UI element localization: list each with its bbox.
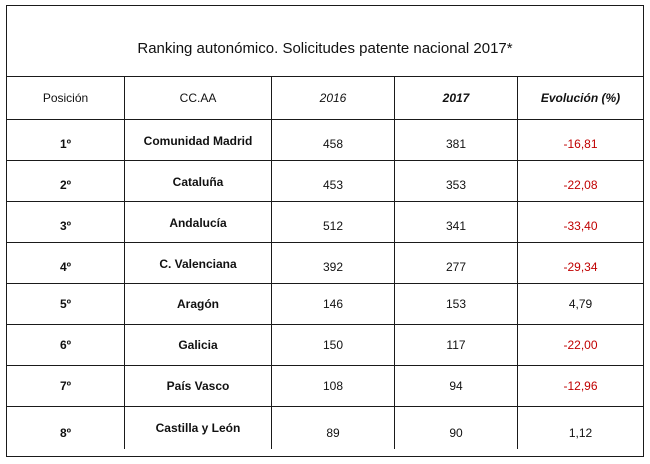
header-ccaa: CC.AA bbox=[125, 77, 272, 119]
cell-posicion: 4º bbox=[7, 243, 125, 283]
cell-ccaa: Comunidad Madrid bbox=[125, 120, 272, 160]
cell-evolucion: 1,12 bbox=[568, 426, 593, 440]
cell-2016: 89 bbox=[272, 407, 395, 449]
cell-2016: 392 bbox=[272, 243, 395, 283]
cell-2016: 453 bbox=[272, 161, 395, 201]
cell-2016: 150 bbox=[272, 325, 395, 365]
header-row: Posición CC.AA 2016 2017 Evolución (%) bbox=[7, 77, 643, 120]
table-row: 8º Castilla y León 89 90 1,12 bbox=[7, 407, 643, 449]
cell-2017: 381 bbox=[395, 120, 518, 160]
cell-ccaa: Galicia bbox=[125, 325, 272, 365]
cell-2016: 146 bbox=[272, 284, 395, 324]
cell-2016: 108 bbox=[272, 366, 395, 406]
header-posicion: Posición bbox=[7, 77, 125, 119]
header-2016: 2016 bbox=[272, 77, 395, 119]
cell-posicion: 6º bbox=[7, 325, 125, 365]
cell-posicion: 2º bbox=[7, 161, 125, 201]
cell-2017: 353 bbox=[395, 161, 518, 201]
table-row: 2º Cataluña 453 353 -22,08 bbox=[7, 161, 643, 202]
cell-2016: 512 bbox=[272, 202, 395, 242]
cell-2017: 341 bbox=[395, 202, 518, 242]
table-row: 3º Andalucía 512 341 -33,40 bbox=[7, 202, 643, 243]
cell-2017: 94 bbox=[395, 366, 518, 406]
table-grid: Posición CC.AA 2016 2017 Evolución (%) 1… bbox=[7, 77, 643, 449]
cell-2017: 153 bbox=[395, 284, 518, 324]
cell-ccaa: Cataluña bbox=[125, 161, 272, 201]
cell-posicion: 5º bbox=[7, 284, 125, 324]
cell-evolucion: -16,81 bbox=[563, 137, 598, 151]
table-row: 6º Galicia 150 117 -22,00 bbox=[7, 325, 643, 366]
cell-2017: 277 bbox=[395, 243, 518, 283]
cell-2016: 458 bbox=[272, 120, 395, 160]
cell-posicion: 3º bbox=[7, 202, 125, 242]
table-title: Ranking autonómico. Solicitudes patente … bbox=[7, 6, 643, 77]
header-2017: 2017 bbox=[395, 77, 518, 119]
table-row: 4º C. Valenciana 392 277 -29,34 bbox=[7, 243, 643, 284]
cell-evolucion: -29,34 bbox=[563, 260, 598, 274]
cell-evolucion: -33,40 bbox=[563, 219, 598, 233]
table-row: 7º País Vasco 108 94 -12,96 bbox=[7, 366, 643, 407]
cell-evolucion: -22,00 bbox=[563, 338, 598, 352]
cell-2017: 117 bbox=[395, 325, 518, 365]
cell-ccaa: Aragón bbox=[125, 284, 272, 324]
cell-ccaa: C. Valenciana bbox=[125, 243, 272, 283]
ranking-table: Ranking autonómico. Solicitudes patente … bbox=[6, 5, 644, 457]
cell-evolucion: 4,79 bbox=[568, 297, 593, 311]
cell-ccaa: Andalucía bbox=[125, 202, 272, 242]
header-evolucion: Evolución (%) bbox=[540, 91, 621, 105]
cell-evolucion: -22,08 bbox=[563, 178, 598, 192]
table-row: 5º Aragón 146 153 4,79 bbox=[7, 284, 643, 325]
table-row: 1º Comunidad Madrid 458 381 -16,81 bbox=[7, 120, 643, 161]
table-body: 1º Comunidad Madrid 458 381 -16,81 2º Cataluña… bbox=[7, 120, 643, 449]
cell-posicion: 8º bbox=[7, 407, 125, 449]
cell-ccaa: País Vasco bbox=[125, 366, 272, 406]
cell-posicion: 1º bbox=[7, 120, 125, 160]
cell-posicion: 7º bbox=[7, 366, 125, 406]
cell-ccaa: Castilla y León bbox=[125, 407, 272, 449]
cell-2017: 90 bbox=[395, 407, 518, 449]
cell-evolucion: -12,96 bbox=[563, 379, 598, 393]
